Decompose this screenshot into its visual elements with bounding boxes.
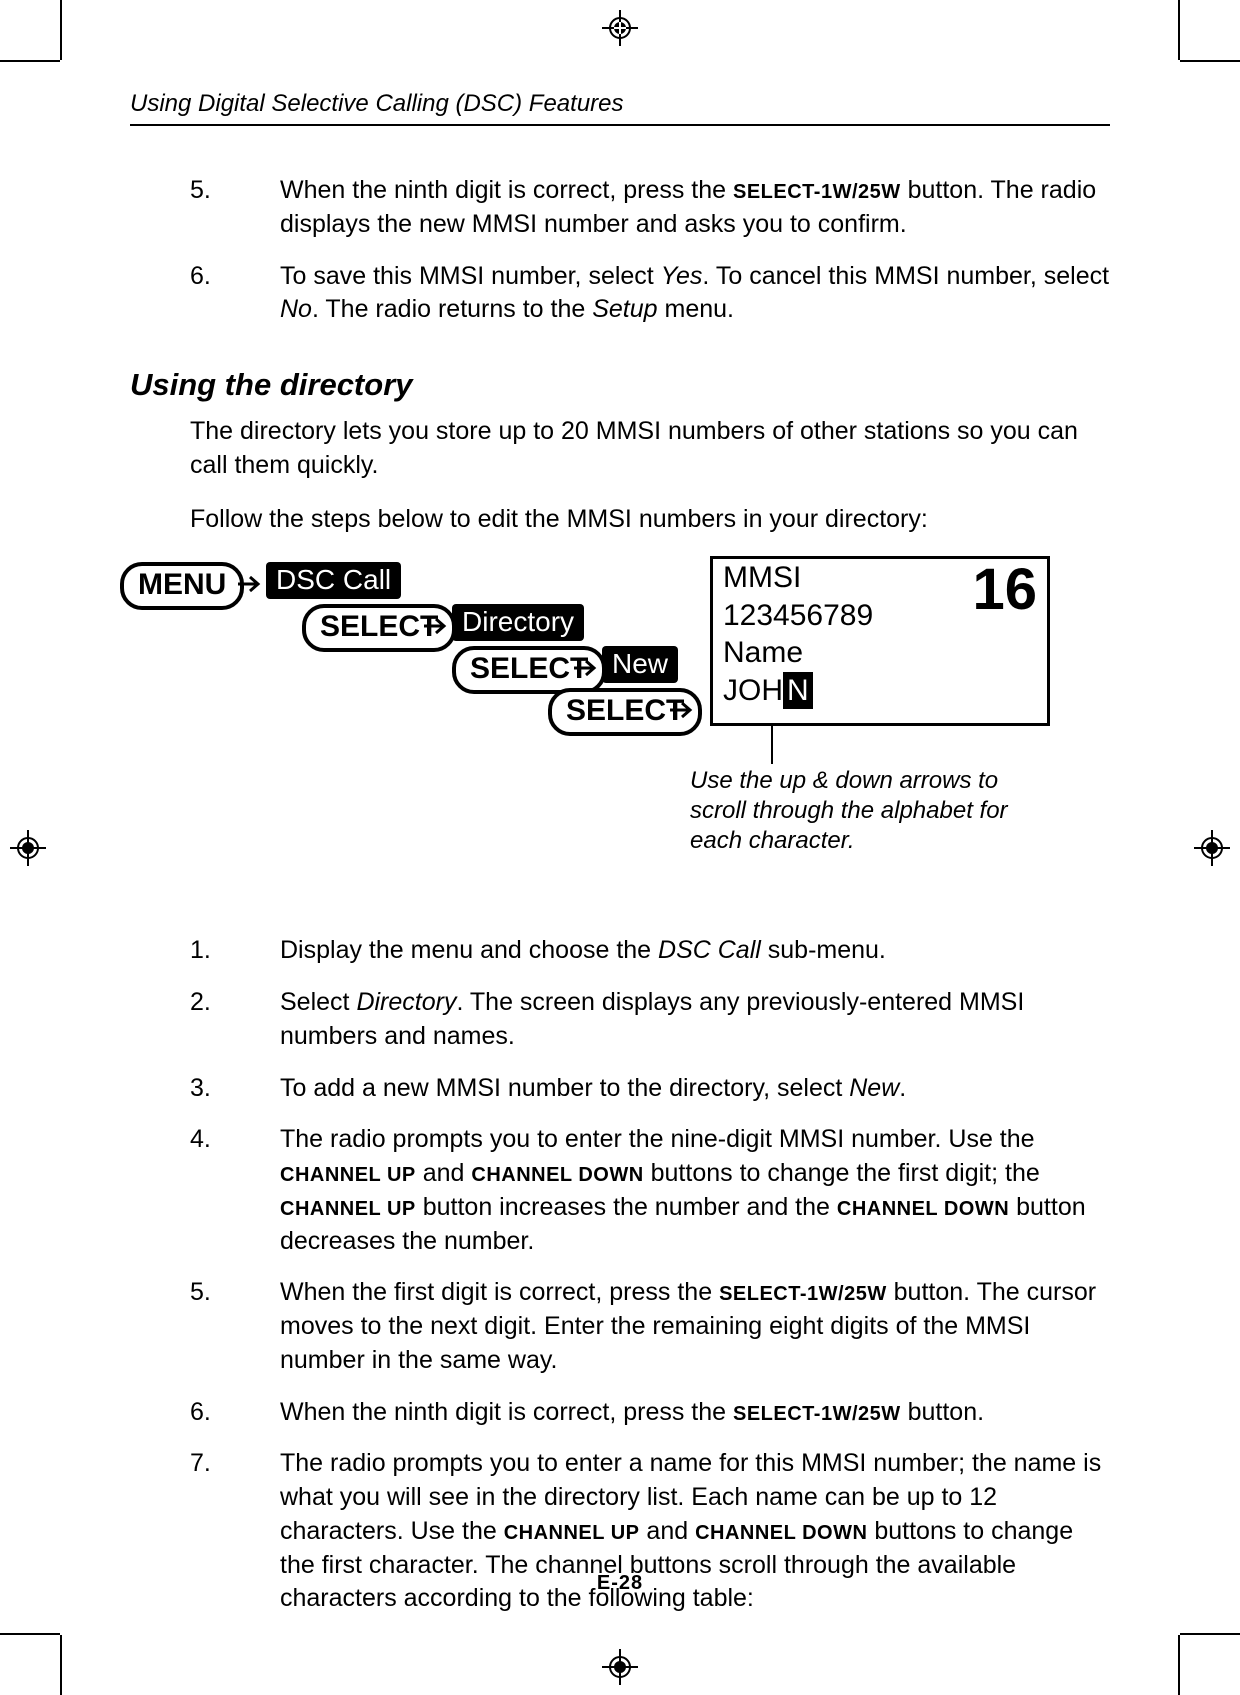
menu-button-label: MENU — [120, 562, 244, 610]
lcd-channel-number: 16 — [972, 561, 1037, 619]
list-item: 6.When the ninth digit is correct, press… — [190, 1396, 1110, 1430]
list-body: When the ninth digit is correct, press t… — [280, 174, 1110, 242]
crop-mark — [1178, 0, 1180, 60]
content-area: Using Digital Selective Calling (DSC) Fe… — [130, 90, 1110, 1634]
list-item: 2.Select Directory. The screen displays … — [190, 986, 1110, 1054]
paragraph: Follow the steps below to edit the MMSI … — [190, 503, 1110, 537]
list-number: 6. — [190, 260, 280, 328]
list-item: 3.To add a new MMSI number to the direct… — [190, 1072, 1110, 1106]
crop-mark — [60, 1635, 62, 1695]
crop-mark — [1178, 1635, 1180, 1695]
lcd-line: Name — [713, 634, 1047, 672]
registration-mark-icon — [602, 1649, 638, 1685]
bottom-numbered-list: 1.Display the menu and choose the DSC Ca… — [190, 934, 1110, 1616]
page-number: E-28 — [0, 1572, 1240, 1595]
crop-mark — [1180, 1633, 1240, 1635]
list-item: 6. To save this MMSI number, select Yes.… — [190, 260, 1110, 328]
list-body: To save this MMSI number, select Yes. To… — [280, 260, 1110, 328]
menu-item-directory: Directory — [452, 604, 584, 641]
running-header: Using Digital Selective Calling (DSC) Fe… — [130, 90, 1110, 126]
paragraph: The directory lets you store up to 20 MM… — [190, 415, 1110, 483]
list-item: 5. When the ninth digit is correct, pres… — [190, 174, 1110, 242]
arrow-right-icon — [238, 574, 264, 594]
button-reference: SELECT-1W/25W — [733, 181, 901, 203]
menu-item-dsc-call: DSC Call — [266, 562, 401, 599]
lcd-cursor: N — [783, 672, 813, 710]
arrow-right-icon — [424, 616, 450, 636]
crop-mark — [60, 0, 62, 60]
arrow-right-icon — [574, 658, 600, 678]
registration-mark-icon — [1194, 830, 1230, 866]
list-number: 5. — [190, 174, 280, 242]
list-item: 1.Display the menu and choose the DSC Ca… — [190, 934, 1110, 968]
crop-mark — [1180, 60, 1240, 62]
top-numbered-list: 5. When the ninth digit is correct, pres… — [190, 174, 1110, 327]
menu-item-new: New — [602, 646, 678, 683]
section-heading: Using the directory — [130, 367, 1110, 403]
registration-mark-icon — [602, 10, 638, 46]
crop-mark — [0, 60, 60, 62]
diagram-caption: Use the up & down arrows to scroll throu… — [690, 766, 1060, 856]
crop-mark — [0, 1633, 60, 1635]
page: Using Digital Selective Calling (DSC) Fe… — [0, 0, 1240, 1695]
lcd-line: JOHN — [713, 672, 1047, 710]
list-item: 5.When the first digit is correct, press… — [190, 1276, 1110, 1377]
lcd-screen: MMSI 123456789 Name JOHN 16 — [710, 556, 1050, 726]
list-item: 4.The radio prompts you to enter the nin… — [190, 1123, 1110, 1258]
menu-flow-diagram: MENU DSC Call SELECT Directory SELECT Ne… — [130, 556, 1110, 916]
registration-mark-icon — [10, 830, 46, 866]
connector-line — [770, 724, 774, 764]
arrow-right-icon — [670, 700, 696, 720]
